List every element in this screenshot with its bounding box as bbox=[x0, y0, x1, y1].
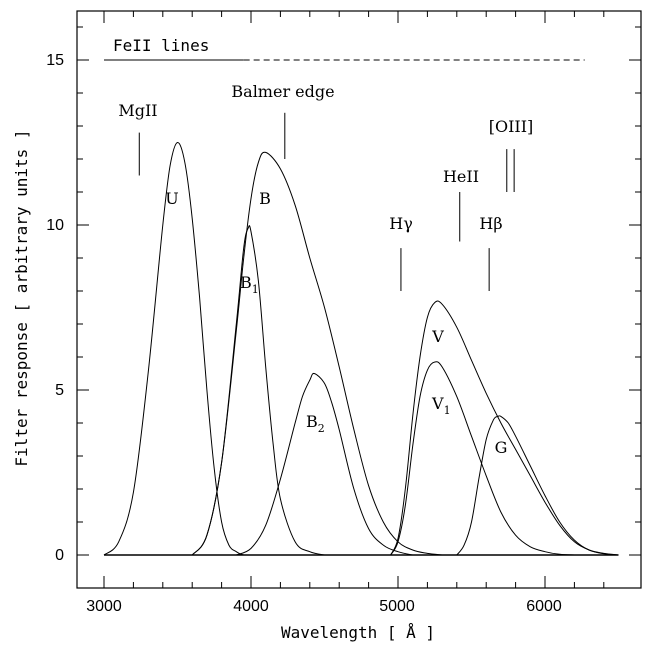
filter-curves bbox=[103, 142, 619, 556]
x-tick-labels: 3000 4000 5000 6000 bbox=[86, 598, 562, 615]
y-tick-label-0: 0 bbox=[55, 547, 64, 564]
x-tick-label-3000: 3000 bbox=[86, 598, 122, 615]
heii-label: HeII bbox=[443, 167, 479, 186]
b2-sub: 2 bbox=[318, 422, 325, 435]
mgii-label: MgII bbox=[118, 101, 157, 120]
y-tick-labels: 0 5 10 15 bbox=[46, 52, 64, 564]
v1-main: V bbox=[431, 394, 444, 413]
filter-curve-b bbox=[191, 151, 443, 556]
feature-markers bbox=[104, 59, 585, 291]
filter-label-v: V bbox=[431, 327, 444, 346]
filter-label-b2: B2 bbox=[306, 412, 325, 435]
filter-curve-v1 bbox=[390, 361, 575, 556]
y-axis-title: Filter response [ arbitrary units ] bbox=[12, 129, 31, 466]
filter-curve-u bbox=[103, 142, 251, 556]
filter-curve-b2 bbox=[236, 372, 413, 556]
tick-marks bbox=[77, 11, 641, 589]
filter-curve-v bbox=[390, 300, 619, 556]
b1-main: B bbox=[240, 273, 252, 292]
x-tick-label-4000: 4000 bbox=[233, 598, 269, 615]
filter-label-u: U bbox=[165, 189, 178, 208]
feature-labels: FeII lines MgII Balmer edge Hγ HeII Hβ [… bbox=[113, 36, 533, 233]
filter-curve-g bbox=[456, 415, 619, 556]
b1-sub: 1 bbox=[252, 283, 259, 296]
y-tick-label-15: 15 bbox=[46, 52, 64, 69]
x-tick-label-5000: 5000 bbox=[379, 598, 415, 615]
x-tick-label-6000: 6000 bbox=[526, 598, 562, 615]
hbeta-label: Hβ bbox=[479, 214, 502, 233]
filter-curve-b1 bbox=[191, 225, 325, 556]
v1-sub: 1 bbox=[444, 404, 451, 417]
plot-frame bbox=[76, 10, 642, 589]
balmer-label: Balmer edge bbox=[231, 82, 334, 101]
filter-labels: U B B1 B2 V V1 G bbox=[165, 189, 507, 457]
oiii-label: [OIII] bbox=[489, 117, 534, 136]
filter-label-v1: V1 bbox=[431, 394, 451, 417]
feii-label: FeII lines bbox=[113, 36, 209, 55]
filter-label-g: G bbox=[495, 438, 508, 457]
b2-main: B bbox=[306, 412, 318, 431]
y-tick-label-5: 5 bbox=[55, 382, 64, 399]
filter-label-b1: B1 bbox=[240, 273, 259, 296]
x-axis-title: Wavelength [ Å ] bbox=[281, 623, 435, 642]
hgamma-label: Hγ bbox=[389, 214, 413, 233]
filter-label-b: B bbox=[259, 189, 271, 208]
y-tick-label-10: 10 bbox=[46, 217, 64, 234]
